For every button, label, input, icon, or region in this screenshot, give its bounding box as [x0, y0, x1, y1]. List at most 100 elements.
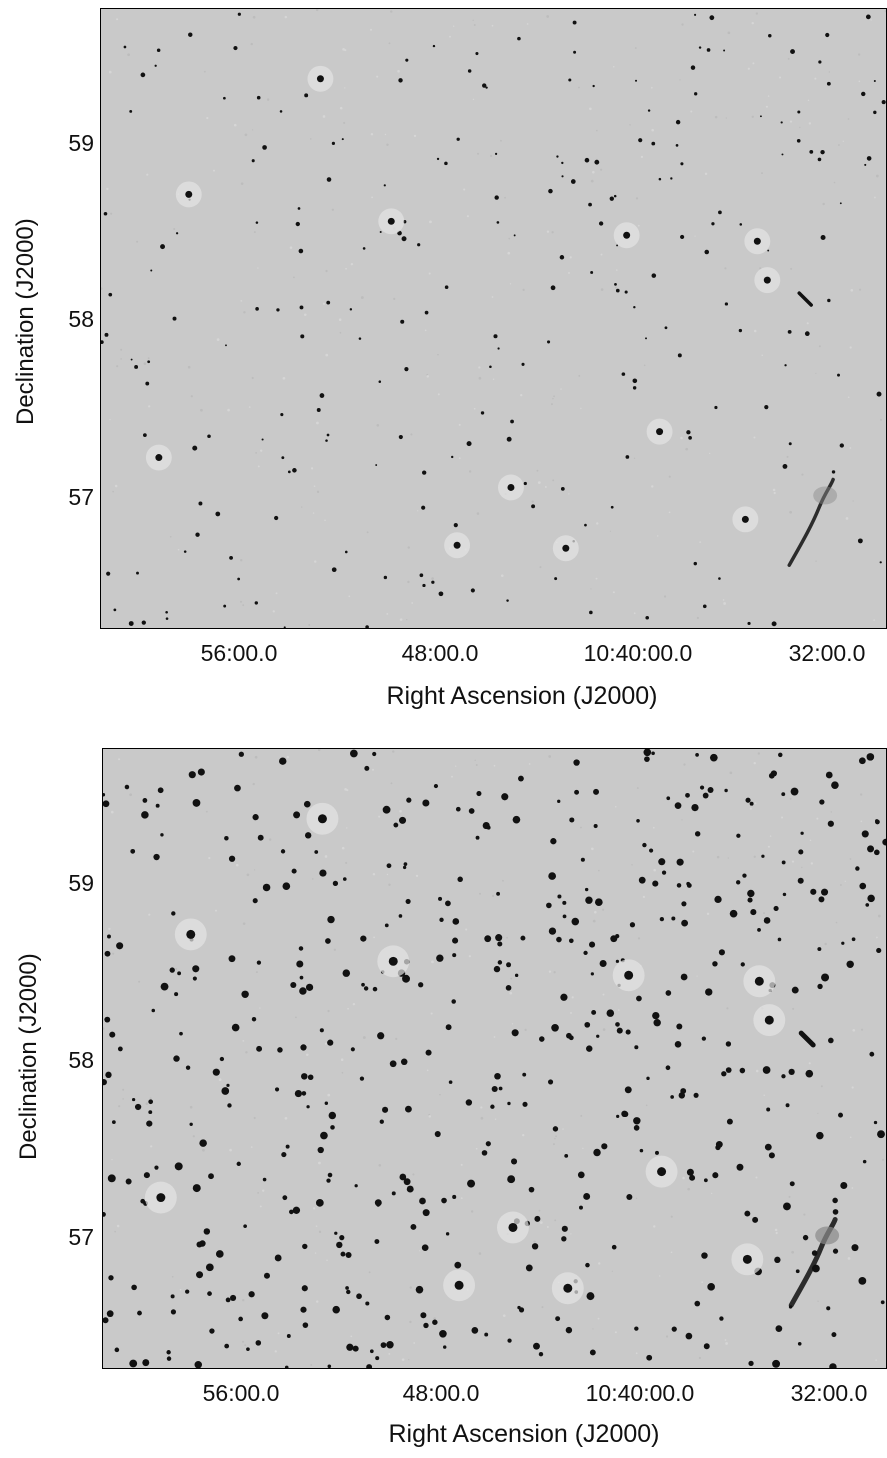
noise-speck: [694, 235, 696, 237]
noise-speck: [120, 348, 123, 351]
radio-source: [192, 1184, 201, 1193]
noise-speck: [570, 1012, 572, 1014]
noise-speck: [331, 208, 334, 211]
radio-source: [562, 900, 567, 905]
noise-speck: [590, 588, 592, 590]
noise-speck: [809, 839, 812, 842]
radio-source: [655, 1150, 659, 1155]
noise-speck: [568, 272, 570, 274]
radio-source: [805, 1069, 814, 1078]
radio-source: [366, 1364, 373, 1368]
radio-source: [485, 86, 488, 89]
extended-tail-source: [788, 1216, 838, 1308]
radio-source: [510, 1158, 518, 1165]
radio-source: [400, 1058, 408, 1066]
radio-source: [680, 973, 688, 981]
noise-speck: [407, 546, 410, 549]
radio-source: [401, 236, 407, 242]
noise-speck: [322, 302, 326, 305]
radio-source: [346, 1289, 351, 1295]
radio-source: [331, 141, 336, 145]
radio-source: [497, 960, 503, 965]
noise-speck: [801, 473, 804, 476]
radio-source: [405, 1105, 412, 1113]
noise-speck: [546, 15, 550, 18]
radio-source: [154, 64, 157, 67]
noise-speck: [101, 287, 103, 290]
radio-source: [712, 961, 718, 967]
radio-source: [345, 1286, 349, 1290]
noise-speck: [315, 9, 319, 12]
radio-source: [670, 1095, 674, 1099]
radio-source: [770, 770, 777, 777]
noise-speck: [399, 809, 402, 813]
noise-speck: [875, 1359, 877, 1361]
radio-source: [106, 1310, 114, 1318]
noise-speck: [670, 1215, 673, 1218]
noise-speck: [753, 761, 756, 765]
radio-source: [346, 1343, 354, 1351]
radio-source: [831, 1332, 837, 1338]
diffuse-lobe: [813, 486, 838, 505]
noise-speck: [765, 105, 768, 108]
noise-speck: [537, 481, 541, 485]
noise-speck: [555, 1135, 557, 1138]
radio-source: [257, 834, 264, 841]
radio-source: [445, 1024, 452, 1031]
radio-source: [123, 45, 127, 49]
noise-speck: [245, 1051, 248, 1054]
radio-source: [804, 331, 810, 337]
radio-source: [134, 1103, 142, 1111]
radio-source: [378, 380, 382, 383]
noise-speck: [311, 878, 314, 880]
radio-source: [114, 1347, 120, 1353]
radio-source: [858, 1276, 867, 1285]
radio-source: [507, 1175, 516, 1184]
radio-source: [750, 909, 757, 916]
radio-source: [304, 832, 312, 839]
noise-speck: [293, 276, 295, 279]
noise-speck: [706, 912, 710, 916]
noise-speck: [242, 922, 246, 925]
y-tick-59: 59: [68, 870, 94, 896]
radio-source: [404, 367, 409, 372]
radio-source: [797, 110, 801, 114]
radio-source: [332, 1305, 340, 1314]
noise-speck: [493, 764, 496, 767]
noise-speck: [753, 329, 757, 333]
noise-speck: [200, 408, 203, 412]
noise-speck: [378, 1163, 382, 1167]
noise-speck: [500, 139, 502, 142]
noise-speck: [284, 15, 288, 19]
noise-speck: [653, 1225, 656, 1228]
noise-speck: [508, 237, 511, 240]
radio-source: [601, 1143, 608, 1150]
radio-source: [584, 887, 589, 892]
radio-source: [179, 1031, 183, 1036]
radio-source: [432, 44, 436, 48]
radio-source: [360, 935, 367, 942]
radio-source: [838, 1112, 843, 1118]
noise-speck: [370, 132, 374, 136]
radio-source: [694, 1300, 701, 1307]
noise-speck: [504, 196, 506, 199]
radio-source: [484, 935, 492, 943]
radio-source: [584, 523, 587, 527]
radio-source: [797, 1341, 802, 1346]
noise-speck: [146, 173, 149, 176]
x-tick-48: 48:00.0: [402, 1380, 480, 1406]
noise-speck: [820, 1085, 823, 1088]
radio-source: [302, 1243, 308, 1250]
radio-source: [547, 340, 551, 344]
noise-speck: [681, 23, 684, 26]
radio-source: [208, 1173, 214, 1180]
noise-speck: [474, 838, 477, 841]
noise-speck: [568, 493, 570, 495]
radio-source: [817, 157, 822, 162]
bright-source: [657, 1167, 667, 1177]
radio-source: [646, 1076, 650, 1081]
noise-speck: [390, 10, 393, 13]
noise-speck: [428, 1115, 432, 1118]
radio-source: [507, 1338, 512, 1343]
radio-source: [188, 32, 193, 37]
